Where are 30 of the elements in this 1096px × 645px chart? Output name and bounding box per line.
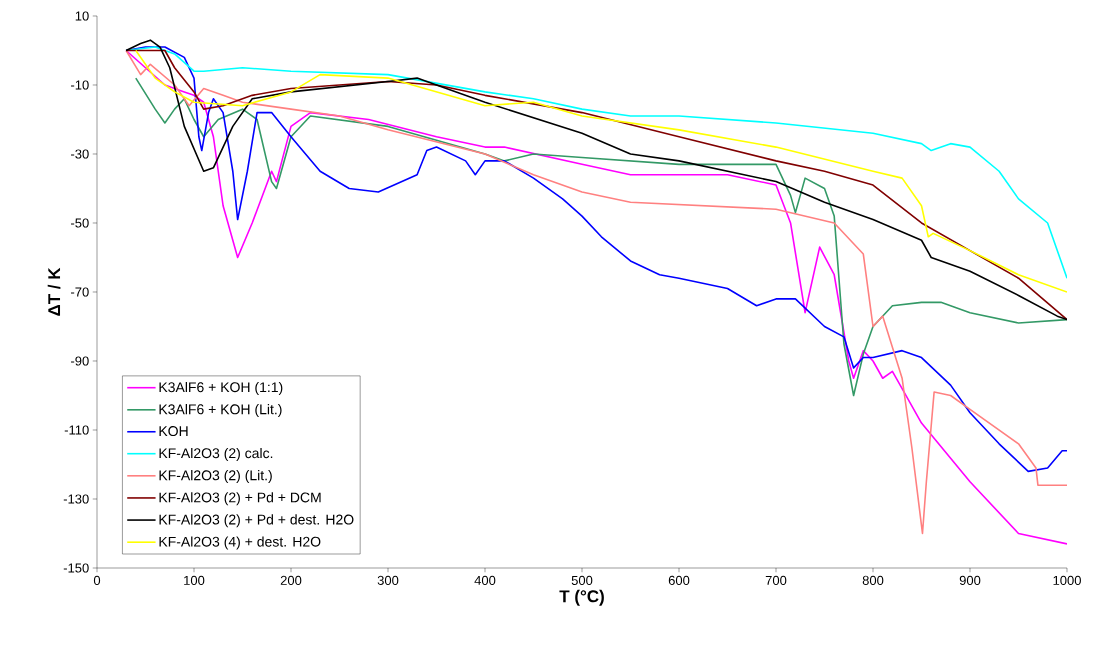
x-tick-label: 800: [862, 575, 884, 585]
y-tick-label: -110: [64, 425, 89, 435]
legend-label: KF-Al2O3 (2) calc.: [159, 447, 273, 461]
y-tick-label: -150: [63, 563, 89, 573]
legend-label: KOH: [159, 426, 188, 437]
legend-label: KF-Al2O3 (2) + Pd + DCM: [159, 492, 321, 506]
y-tick-label: -130: [63, 494, 89, 504]
y-tick-label: -50: [71, 218, 89, 228]
y-tick-label: -70: [71, 287, 89, 297]
x-tick-label: 600: [668, 575, 690, 585]
x-tick-label: 300: [377, 575, 399, 585]
legend-label: KF-Al2O3 (2) (Lit.): [159, 470, 272, 484]
legend-label: KF-Al2O3 (4) + dest. H2O: [159, 536, 321, 550]
y-tick-label: 10: [75, 11, 89, 21]
y-tick-label: -90: [71, 356, 89, 366]
x-tick-label: 0: [93, 575, 101, 585]
x-tick-label: 200: [280, 575, 302, 585]
y-tick-label: -10: [71, 80, 89, 90]
x-tick-label: 900: [959, 575, 981, 585]
y-axis-title: ΔT / K: [47, 267, 61, 316]
legend-label: K3AlF6 + KOH (1:1): [159, 381, 283, 395]
x-tick-label: 1000: [1053, 575, 1081, 585]
x-tick-label: 500: [571, 575, 593, 585]
legend-label: KF-Al2O3 (2) + Pd + dest. H2O: [159, 514, 354, 528]
x-axis-title: T (°C): [559, 589, 604, 606]
x-tick-label: 400: [474, 575, 496, 585]
x-tick-label: 100: [184, 575, 205, 585]
y-tick-label: -30: [71, 149, 89, 159]
x-tick-label: 700: [765, 575, 787, 585]
legend-label: K3AlF6 + KOH (Lit.): [159, 404, 282, 418]
